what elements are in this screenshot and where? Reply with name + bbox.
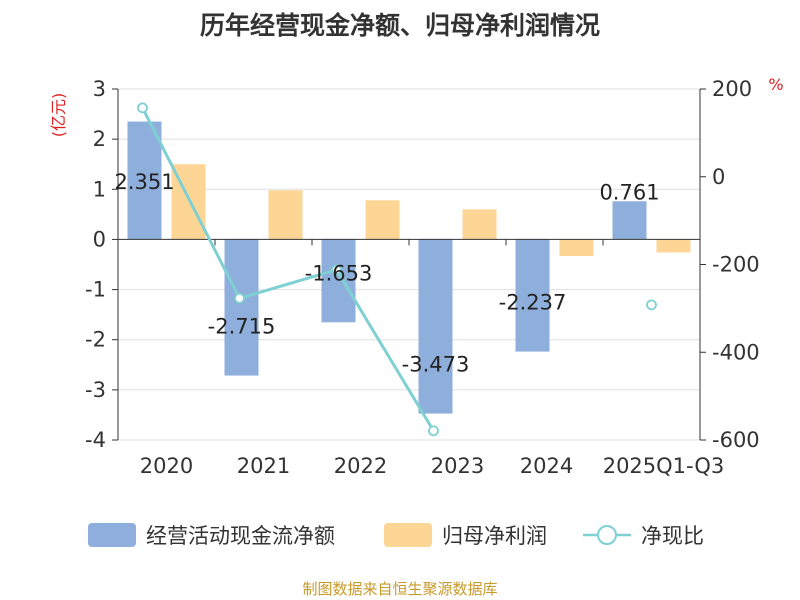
right-tick-label: -400 <box>712 340 760 364</box>
legend-swatch-operating-cash-flow <box>88 523 136 547</box>
legend-label-net-profit: 归母净利润 <box>442 524 547 548</box>
right-tick-label: 0 <box>712 165 725 189</box>
ratio-point <box>234 292 245 304</box>
left-tick-label: 3 <box>93 77 106 101</box>
bar-operating-cash-flow <box>418 239 453 414</box>
bar-net-profit <box>559 239 594 256</box>
bar-operating-cash-flow <box>515 239 550 352</box>
right-tick-label: 200 <box>712 77 752 101</box>
axes: 3 2 1 0 -1 -2 -3 -4 200 0 -200 -400 -600 2020 2021 2022… <box>85 77 760 478</box>
bar-operating-cash-flow <box>321 239 356 323</box>
bar-operating-cash-flow <box>127 121 162 240</box>
bar-operating-cash-flow <box>224 239 259 376</box>
left-tick-label: 0 <box>93 227 106 251</box>
left-tick-label: 2 <box>93 127 106 151</box>
data-labels: 2.351 -2.715 -1.653 -3.473 -2.237 0.761 <box>114 170 659 377</box>
category-label: 2021 <box>237 454 290 478</box>
right-tick-label: -600 <box>712 428 760 452</box>
ratio-point <box>428 425 439 437</box>
bar-operating-cash-flow <box>612 201 647 240</box>
data-label-operating-cash-flow: -2.237 <box>499 291 567 315</box>
chart-title: 历年经营现金净额、归母净利润情况 <box>200 11 600 40</box>
ratio-point <box>137 102 148 114</box>
data-label-operating-cash-flow: 0.761 <box>599 180 659 204</box>
ratio-point <box>331 264 342 276</box>
category-label: 2023 <box>431 454 484 478</box>
legend-label-ratio: 净现比 <box>641 524 704 548</box>
left-tick-label: -4 <box>85 428 106 452</box>
data-label-operating-cash-flow: -1.653 <box>305 261 373 285</box>
data-label-operating-cash-flow: 2.351 <box>114 170 174 194</box>
legend: 经营活动现金流净额 归母净利润 净现比 <box>88 523 704 548</box>
legend-label-operating-cash-flow: 经营活动现金流净额 <box>146 524 335 548</box>
left-tick-label: -3 <box>85 378 106 402</box>
legend-marker-ratio <box>597 525 617 545</box>
bar-net-profit <box>268 190 303 240</box>
right-tick-label: -200 <box>712 253 760 277</box>
left-axis-unit-label: (亿元) <box>49 93 68 138</box>
right-axis-unit-label: % <box>768 75 783 94</box>
bar-net-profit <box>365 200 400 240</box>
left-tick-label: 1 <box>93 177 106 201</box>
category-label: 2020 <box>140 454 193 478</box>
bar-net-profit <box>462 209 497 240</box>
bars <box>127 121 691 414</box>
legend-swatch-net-profit <box>384 523 432 547</box>
category-label: 2022 <box>334 454 387 478</box>
data-label-operating-cash-flow: -2.715 <box>208 315 276 339</box>
data-label-operating-cash-flow: -3.473 <box>402 353 470 377</box>
bar-net-profit <box>656 239 691 253</box>
source-note: 制图数据来自恒生聚源数据库 <box>302 580 497 598</box>
left-tick-label: -2 <box>85 328 106 352</box>
left-tick-label: -1 <box>85 278 106 302</box>
category-label: 2024 <box>520 454 573 478</box>
ratio-line-segment <box>141 107 435 432</box>
ratio-line <box>137 102 657 437</box>
ratio-point <box>646 299 657 311</box>
category-label: 2025Q1-Q3 <box>603 454 725 478</box>
